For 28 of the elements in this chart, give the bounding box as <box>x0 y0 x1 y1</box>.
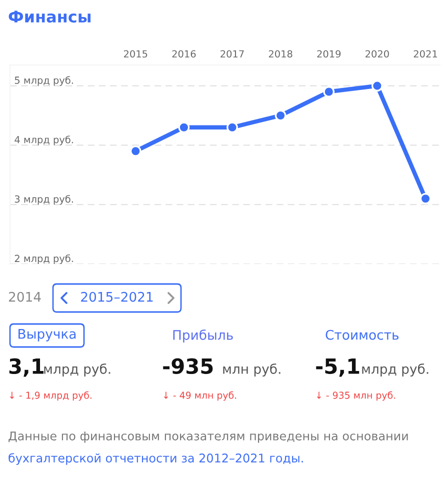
text: -5,1 <box>316 358 360 377</box>
text: -935 <box>163 358 213 374</box>
chart-title: Финансы <box>8 10 91 23</box>
y-tick-label: 2 млрд руб. <box>14 254 73 264</box>
y-tick-label: 4 млрд руб. <box>14 136 73 146</box>
text: 3,1 <box>9 358 44 377</box>
text: ↓ - 1,9 млрд руб. <box>10 391 92 401</box>
y-tick-label: 3 млрд руб. <box>14 195 73 205</box>
x-tick-label: 2018 <box>268 50 292 58</box>
x-tick-label: 2019 <box>317 50 341 58</box>
text: бухгалтерской отчетности за 2012–2021 годы. <box>8 453 303 465</box>
x-tick-label: 2017 <box>220 50 244 58</box>
text: ↓ - 935 млн руб. <box>316 391 396 401</box>
text: Выручка <box>18 329 76 342</box>
x-tick-label: 2016 <box>172 50 196 58</box>
text: Прибыль <box>173 330 233 342</box>
text: 2014 <box>8 292 41 302</box>
text: Стоимость <box>326 330 399 340</box>
x-tick-label: 2015 <box>124 50 148 58</box>
text: 2015–2021 <box>81 292 153 302</box>
text: млн руб. <box>223 364 280 376</box>
text: млрд руб. <box>44 364 110 376</box>
y-tick-label: 5 млрд руб. <box>14 76 73 86</box>
x-tick-label: 2020 <box>366 50 389 58</box>
text: млрд руб. <box>362 364 428 376</box>
text: ↓ - 49 млн руб. <box>164 391 236 401</box>
x-tick-label: 2021 <box>414 50 437 58</box>
text: Данные по финансовым показателям приведены на основании <box>8 432 408 443</box>
